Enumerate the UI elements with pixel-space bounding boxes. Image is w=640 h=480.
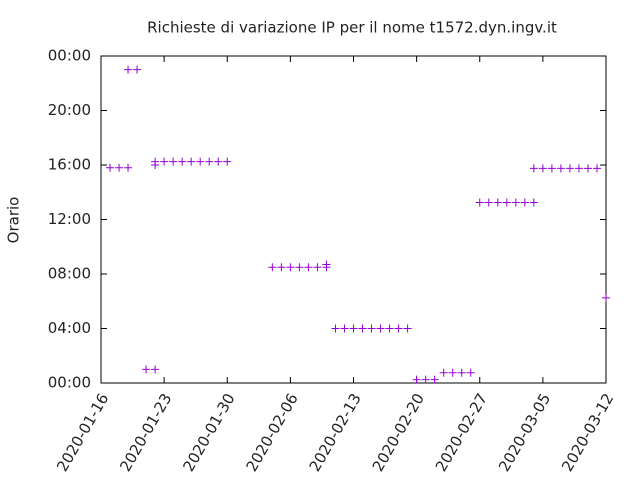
point [547, 164, 556, 173]
y-axis-label: Orario [5, 197, 23, 244]
point [223, 157, 232, 166]
point [421, 375, 430, 384]
point [349, 324, 358, 333]
y-tick-label: 08:00 [48, 265, 91, 283]
point [115, 163, 124, 172]
point [565, 164, 574, 173]
point [151, 157, 160, 166]
point [412, 375, 421, 384]
point [529, 198, 538, 207]
point [448, 368, 457, 377]
y-tick-label: 12:00 [48, 210, 91, 228]
point [106, 163, 115, 172]
point [574, 164, 583, 173]
point [583, 164, 592, 173]
point [286, 263, 295, 272]
x-tick-label: 2020-02-27 [432, 390, 491, 475]
plot-border [100, 55, 607, 384]
point [520, 198, 529, 207]
point [538, 164, 547, 173]
point [313, 263, 322, 272]
x-tick-label: 2020-02-20 [369, 390, 428, 475]
point [376, 324, 385, 333]
point [178, 157, 187, 166]
point [529, 164, 538, 173]
point [205, 157, 214, 166]
point [322, 260, 331, 269]
x-tick-label: 2020-01-30 [179, 390, 238, 475]
point [439, 368, 448, 377]
point [160, 157, 169, 166]
x-tick-label: 2020-03-12 [558, 390, 617, 475]
point [430, 375, 439, 384]
chart-title: Richieste di variazione IP per il nome t… [147, 19, 557, 37]
y-tick-label: 04:00 [48, 319, 91, 337]
point [304, 263, 313, 272]
x-tick-label: 2020-03-05 [495, 390, 554, 475]
point [187, 157, 196, 166]
point [340, 324, 349, 333]
y-tick-label: 20:00 [48, 101, 91, 119]
point [511, 198, 520, 207]
point [358, 324, 367, 333]
x-tick-label: 2020-01-16 [53, 390, 112, 475]
point [592, 164, 601, 173]
point [133, 65, 142, 74]
point [394, 324, 403, 333]
point [124, 163, 133, 172]
x-tick-label: 2020-02-13 [306, 390, 365, 475]
point [385, 324, 394, 333]
point [268, 263, 277, 272]
point [142, 365, 151, 374]
y-tick-label: 16:00 [48, 156, 91, 174]
point [124, 65, 133, 74]
point [214, 157, 223, 166]
point [602, 293, 610, 302]
x-tick-label: 2020-02-06 [243, 390, 302, 475]
y-tick-label: 00:00 [48, 374, 91, 392]
point [151, 365, 160, 374]
point [484, 198, 493, 207]
x-tick-label: 2020-01-23 [116, 390, 175, 475]
y-tick-label: 00:00 [48, 47, 91, 65]
point [169, 157, 178, 166]
point [457, 368, 466, 377]
point [295, 263, 304, 272]
point [502, 198, 511, 207]
point [277, 263, 286, 272]
point [466, 368, 475, 377]
point [493, 198, 502, 207]
point [475, 198, 484, 207]
point [367, 324, 376, 333]
point [556, 164, 565, 173]
point [331, 324, 340, 333]
point [403, 324, 412, 333]
point [196, 157, 205, 166]
